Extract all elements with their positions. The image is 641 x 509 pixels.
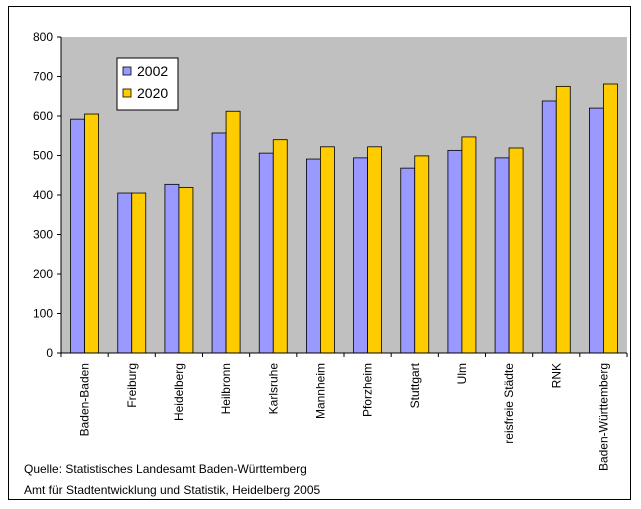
bar-2020-2 [178,187,194,354]
legend-swatch-2002 [122,66,132,76]
x-tick-label: Karlsruhe [266,363,280,415]
x-tick-label: Stuttgart [408,362,422,408]
x-tick-label: Freiburg [125,363,139,408]
bar-2002-1 [117,192,133,354]
y-tick-label: 200 [33,267,53,281]
bar-2002-3 [211,132,227,354]
y-tick-label: 600 [33,109,53,123]
y-tick-label: 100 [33,307,53,321]
x-tick-label: Baden-Württemberg [596,363,610,471]
bar-2020-8 [461,136,477,354]
bar-2002-8 [447,149,463,354]
y-tick-label: 300 [33,228,53,242]
x-tick-label: reisfreie Städte [502,363,516,444]
bar-2002-4 [258,152,274,354]
x-tick-label: Heidelberg [172,363,186,421]
bar-2020-9 [508,147,524,354]
y-tick-label: 800 [33,30,53,44]
legend-swatch-2020 [122,88,132,98]
y-tick-label: 700 [33,70,53,84]
x-tick-label: RNK [549,363,563,388]
bar-2002-2 [164,183,180,354]
bar-2020-5 [320,146,335,354]
y-tick-label: 400 [33,188,53,202]
bar-2020-6 [367,146,382,354]
bar-2020-0 [84,113,99,354]
bar-2020-1 [131,192,147,354]
y-tick-label: 0 [46,346,53,360]
bar-2020-10 [555,85,571,354]
bar-2002-11 [589,107,604,354]
x-tick-label: Pforzheim [361,363,375,417]
x-tick-label: Mannheim [313,363,327,419]
bar-2002-6 [353,157,368,354]
x-tick-label: Baden-Baden [78,363,92,436]
source-line-1: Quelle: Statistisches Landesamt Baden-Wü… [24,462,307,476]
y-tick-label: 500 [33,149,53,163]
bar-2002-5 [306,158,321,354]
bar-2020-4 [272,139,288,354]
bar-2020-3 [225,110,241,354]
legend-label-2020: 2020 [137,85,168,101]
bar-2020-7 [414,155,430,354]
x-tick-label: Ulm [455,363,469,384]
legend-label-2002: 2002 [137,63,168,79]
bar-2002-7 [400,167,416,354]
bar-2002-10 [541,100,557,354]
source-line-2: Amt für Stadtentwicklung und Statistik, … [24,483,321,497]
bar-2020-11 [603,83,618,354]
bar-2002-9 [494,157,510,354]
x-tick-label: Heilbronn [219,363,233,414]
bar-2002-0 [70,118,85,354]
